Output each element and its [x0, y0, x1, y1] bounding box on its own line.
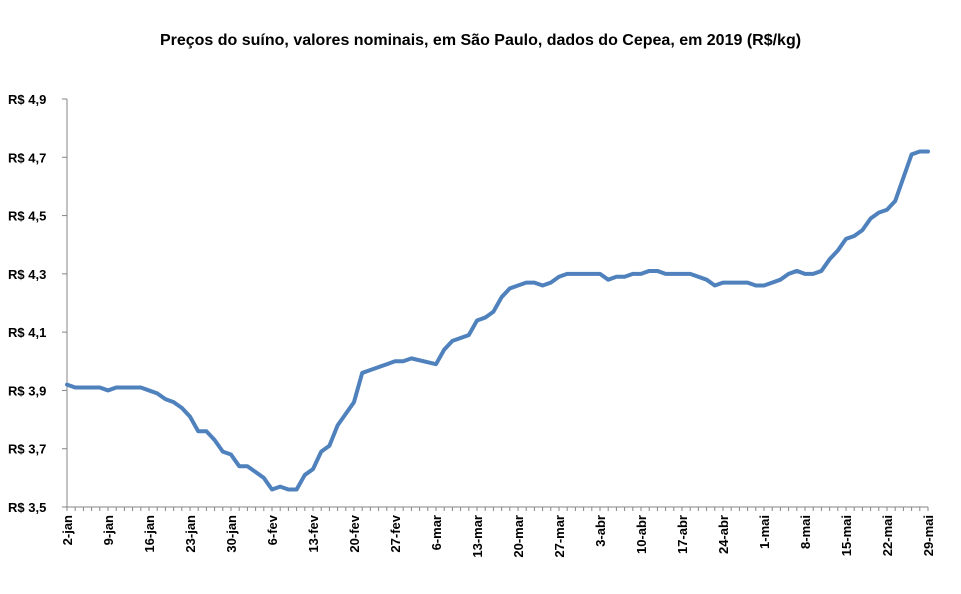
x-tick-label: 13-fev: [306, 514, 321, 552]
series-layer: [65, 149, 930, 492]
x-tick-label: 20-fev: [347, 514, 362, 552]
y-tick-label: R$ 4,9: [8, 92, 46, 107]
x-tick-label: 6-mar: [429, 515, 444, 550]
y-axis-ticks: R$ 3,5 R$ 3,7 R$ 3,9 R$ 4,1 R$ 4,3 R$ 4,5 R$ 4…: [8, 92, 67, 515]
axes: [66, 99, 928, 508]
x-tick-label: 27-fev: [388, 514, 403, 552]
y-tick-label: R$ 3,9: [8, 383, 46, 398]
x-tick-label: 22-mai: [880, 515, 895, 556]
chart-title: Preços do suíno, valores nominais, em Sã…: [159, 32, 802, 49]
x-tick-label: 20-mar: [511, 515, 526, 558]
x-tick-label: 8-mai: [798, 515, 813, 549]
x-tick-label: 29-mai: [921, 515, 936, 556]
x-tick-label: 13-mar: [470, 515, 485, 558]
x-tick-label: 24-abr: [716, 515, 731, 554]
x-tick-label: 1-mai: [757, 515, 772, 549]
x-axis-ticks: 2-jan 9-jan 16-jan 23-jan 30-jan 6-fev 13-fev 2…: [60, 507, 936, 558]
x-tick-label: 3-abr: [593, 515, 608, 547]
x-tick-label: 9-jan: [101, 515, 116, 545]
y-tick-label: R$ 3,5: [8, 500, 46, 515]
y-tick-label: R$ 4,7: [8, 150, 46, 165]
x-tick-label: 2-jan: [60, 515, 75, 545]
x-tick-label: 15-mai: [839, 515, 854, 556]
x-tick-label: 6-fev: [265, 514, 280, 545]
y-tick-label: R$ 4,1: [8, 325, 46, 340]
x-tick-label: 23-jan: [183, 515, 198, 553]
x-tick-label: 17-abr: [675, 515, 690, 554]
x-tick-label: 27-mar: [552, 515, 567, 558]
y-tick-label: R$ 4,5: [8, 209, 46, 224]
series-line-0: [65, 149, 930, 492]
x-tick-label: 30-jan: [224, 515, 239, 553]
x-tick-label: 16-jan: [142, 515, 157, 553]
y-tick-label: R$ 3,7: [8, 442, 46, 457]
y-tick-label: R$ 4,3: [8, 267, 46, 282]
x-tick-label: 10-abr: [634, 515, 649, 554]
